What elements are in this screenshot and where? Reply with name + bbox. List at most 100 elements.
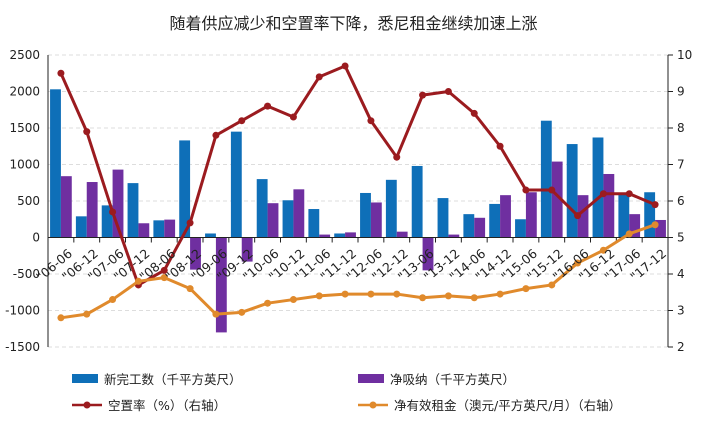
point-vacancy — [419, 91, 427, 99]
point-vacancy — [470, 109, 478, 117]
point-rent — [444, 292, 452, 300]
bar-absorption — [655, 219, 666, 238]
point-rent — [341, 290, 349, 298]
bar-absorption — [345, 232, 356, 238]
point-vacancy — [393, 153, 401, 161]
left-tick-label: 2000 — [9, 85, 40, 99]
point-rent — [212, 310, 220, 318]
point-rent — [393, 290, 401, 298]
chart-title: 随着供应减少和空置率下降，悉尼租金继续加速上涨 — [169, 14, 538, 33]
bar-absorption — [267, 203, 279, 238]
legend-label: 净有效租金（澳元/平方英尺/月）（右轴） — [394, 398, 622, 413]
bar-absorption — [500, 195, 511, 238]
right-tick-label: 9 — [677, 85, 685, 99]
point-vacancy — [160, 266, 168, 274]
point-rent — [238, 308, 246, 316]
left-tick-label: -1000 — [5, 304, 40, 318]
point-vacancy — [341, 62, 349, 70]
bar-absorption — [603, 173, 615, 238]
right-tick-label: 8 — [677, 121, 685, 135]
point-vacancy — [238, 117, 246, 125]
bar-completions — [127, 183, 139, 238]
point-rent — [651, 221, 659, 229]
point-vacancy — [625, 190, 633, 198]
point-vacancy — [289, 113, 297, 121]
left-tick-label: 500 — [17, 194, 40, 208]
bar-completions — [618, 193, 630, 238]
point-vacancy — [212, 131, 220, 139]
left-tick-label: 0 — [32, 231, 40, 245]
point-vacancy — [315, 73, 323, 81]
legend-label: 净吸纳（千平方英尺） — [390, 372, 516, 387]
bar-absorption — [525, 192, 537, 238]
point-vacancy — [444, 88, 452, 95]
bar-absorption — [215, 237, 227, 333]
point-vacancy — [186, 219, 194, 227]
right-tick-label: 6 — [677, 194, 685, 208]
bar-absorption — [164, 219, 176, 238]
bar-completions — [334, 233, 346, 238]
legend-swatch — [358, 374, 384, 383]
left-tick-label: 2500 — [9, 48, 40, 62]
point-rent — [522, 285, 530, 293]
point-rent — [625, 230, 633, 238]
point-rent — [289, 296, 297, 304]
point-rent — [109, 296, 117, 304]
bar-completions — [179, 140, 191, 238]
legend-swatch — [358, 401, 388, 408]
left-tick-label: -1500 — [5, 340, 40, 354]
point-vacancy — [57, 69, 65, 77]
point-vacancy — [548, 186, 556, 194]
legend-label: 新完工数（千平方英尺） — [104, 372, 242, 387]
bar-absorption — [629, 214, 641, 238]
bar-absorption — [577, 195, 589, 238]
bar-completions — [592, 137, 604, 238]
bar-absorption — [241, 237, 253, 262]
line-rent — [60, 223, 656, 320]
bar-absorption — [474, 217, 486, 238]
bar-absorption — [551, 161, 563, 238]
point-rent — [83, 310, 91, 318]
right-tick-label: 2 — [677, 340, 685, 354]
point-vacancy — [83, 128, 91, 136]
bar-absorption — [112, 169, 124, 238]
bar-absorption — [448, 234, 460, 238]
point-rent — [548, 281, 556, 289]
legend-swatch — [72, 401, 102, 408]
bar-completions — [101, 205, 113, 238]
point-vacancy — [264, 102, 272, 110]
point-vacancy — [109, 208, 117, 216]
bar-absorption — [86, 182, 98, 238]
point-vacancy — [574, 212, 582, 220]
bar-absorption — [422, 237, 434, 271]
legend-item-completions: 新完工数（千平方英尺） — [72, 369, 242, 388]
point-rent — [57, 314, 65, 322]
right-tick-label: 7 — [677, 158, 685, 172]
point-vacancy — [651, 201, 659, 209]
bar-absorption — [293, 189, 305, 238]
bar-absorption — [370, 202, 382, 238]
right-tick-label: 10 — [677, 48, 692, 62]
bar-completions — [75, 216, 87, 238]
bar-completions — [644, 192, 656, 238]
point-rent — [599, 246, 607, 254]
point-rent — [470, 294, 478, 302]
point-rent — [574, 259, 582, 267]
bar-completions — [153, 220, 165, 238]
bar-completions — [515, 219, 526, 238]
point-rent — [367, 290, 375, 298]
bar-completions — [230, 131, 242, 238]
legend-item-absorption: 净吸纳（千平方英尺） — [358, 369, 515, 388]
right-tick-label: 4 — [677, 267, 685, 281]
legend-item-vacancy: 空置率（%）（右轴） — [72, 395, 226, 414]
point-rent — [419, 294, 427, 302]
point-vacancy — [522, 186, 530, 194]
point-rent — [315, 292, 323, 300]
bar-completions — [566, 144, 578, 238]
bar-completions — [540, 120, 552, 238]
bar-absorption — [319, 234, 331, 238]
point-rent — [134, 277, 142, 285]
point-vacancy — [496, 142, 504, 150]
legend-label: 空置率（%）（右轴） — [108, 398, 227, 413]
